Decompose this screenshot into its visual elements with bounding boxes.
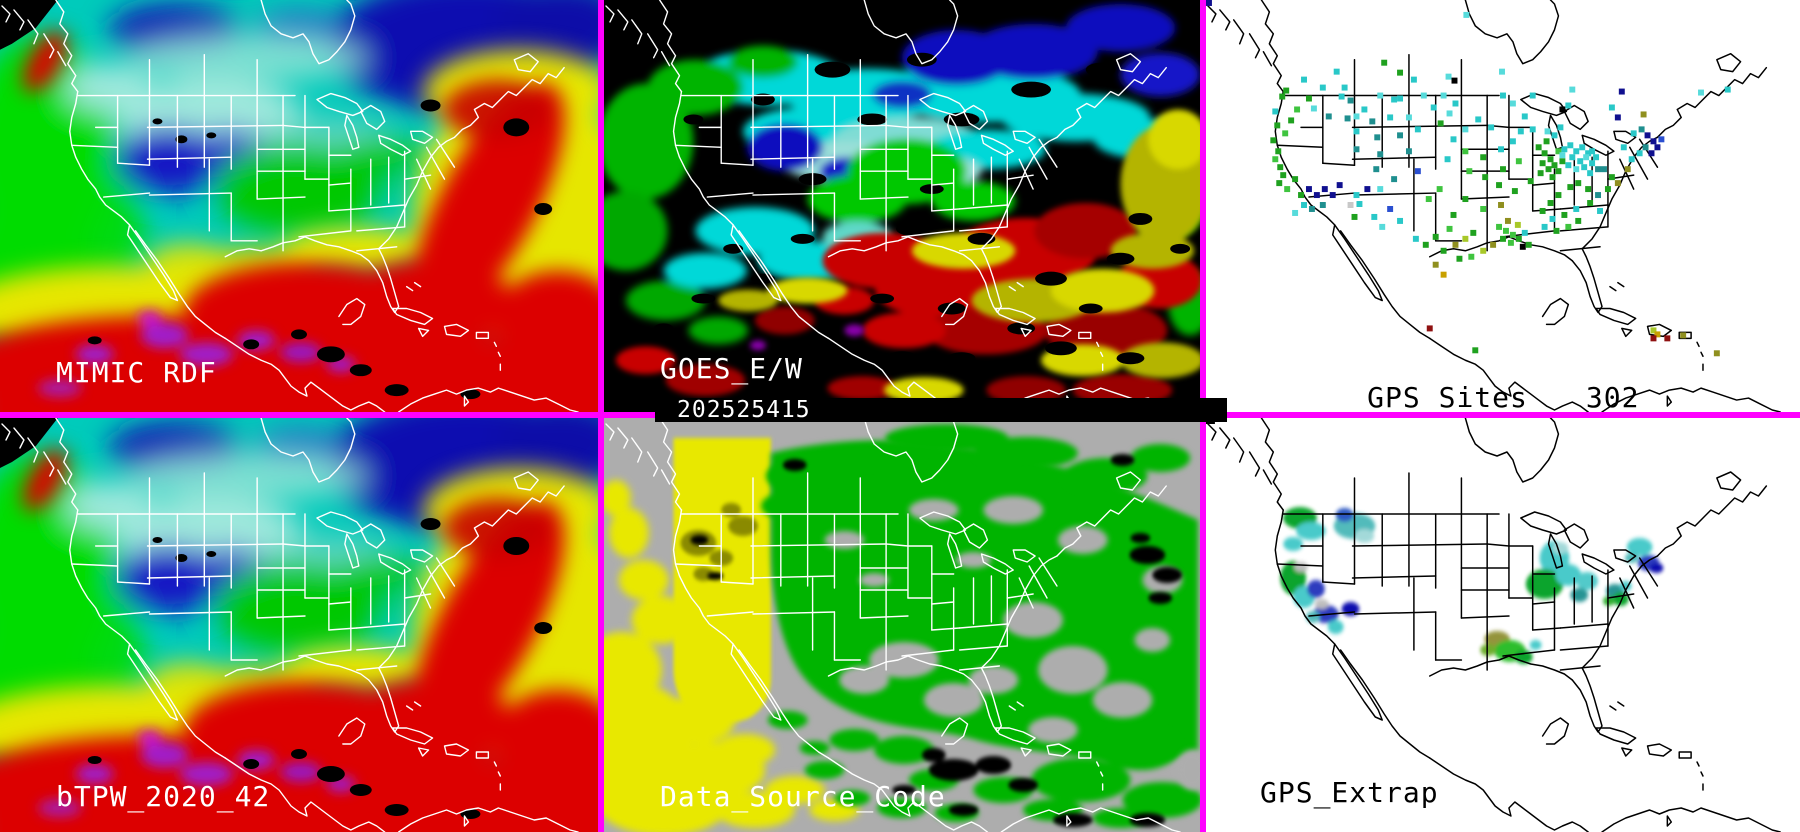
- btpw-map: [0, 418, 598, 832]
- panel-btpw: bTPW_2020_42: [0, 418, 598, 832]
- goes-ew-map: [604, 0, 1200, 412]
- gps-sites-label: GPS Sites: [1367, 381, 1528, 412]
- gps-sites-map: [1206, 0, 1800, 412]
- data-source-code-map: [604, 418, 1200, 832]
- goes-ew-label: GOES_E/W: [660, 352, 803, 385]
- btpw-label: bTPW_2020_42: [56, 780, 271, 813]
- panel-gps-sites: GPS Sites 302: [1206, 0, 1800, 412]
- panel-goes-ew: GOES_E/W: [604, 0, 1200, 412]
- goes-timestamp-bar: 202525415: [655, 397, 1227, 423]
- gps-sites-count: 302: [1585, 381, 1640, 412]
- gps-sites-caption: GPS Sites 302: [1260, 348, 1639, 412]
- gps-extrap-map: [1206, 418, 1800, 832]
- goes-timestamp: 202525415: [677, 397, 811, 423]
- panel-data-source-code: Data_Source_Code: [604, 418, 1200, 832]
- gps-extrap-label: GPS_Extrap: [1260, 776, 1439, 809]
- mimic-rdf-label: MIMIC RDF: [56, 356, 217, 389]
- panel-gps-extrap: GPS_Extrap: [1206, 418, 1800, 832]
- gps-site-dots: [1206, 0, 1731, 357]
- mimic-rdf-map: [0, 0, 598, 412]
- data-source-code-label: Data_Source_Code: [660, 780, 946, 813]
- panel-mimic-rdf: MIMIC RDF: [0, 0, 598, 412]
